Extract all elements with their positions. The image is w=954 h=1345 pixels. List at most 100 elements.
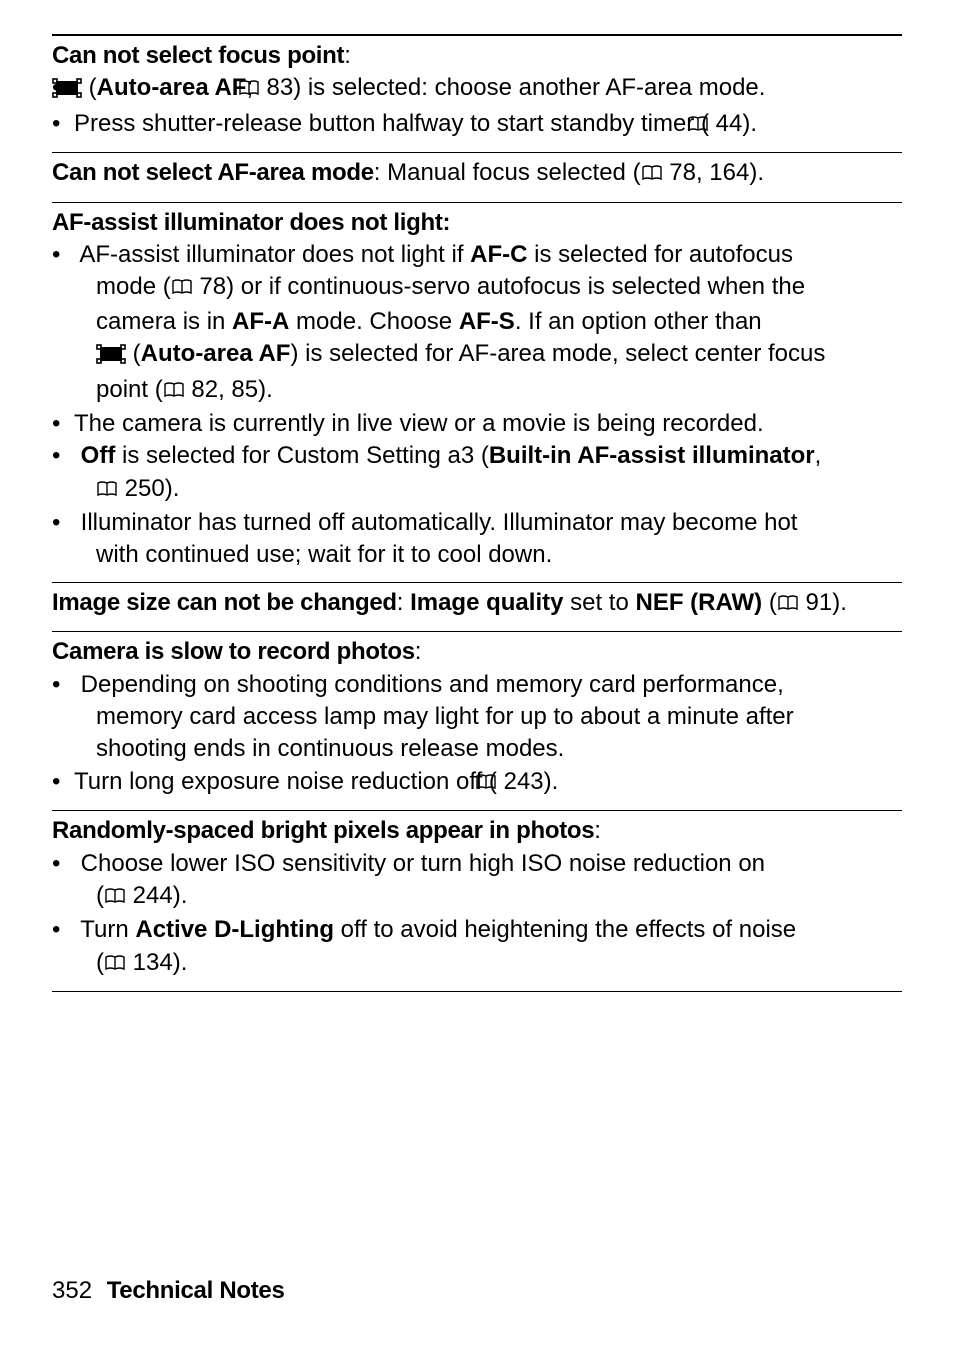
book-icon <box>171 273 193 305</box>
inline-heading: Can not select AF-area mode: Manual focu… <box>52 157 902 191</box>
page-ref: 44 <box>716 110 743 137</box>
text: ). <box>742 110 757 137</box>
page-footer: 352 Technical Notes <box>52 1277 285 1305</box>
bullet-list: Choose lower ISO sensitivity or turn hig… <box>52 848 902 982</box>
text: ). <box>165 475 180 502</box>
text: , <box>815 442 822 469</box>
page-number: 352 <box>52 1277 92 1304</box>
heading-text: Image size can not be changed <box>52 589 397 616</box>
list-item: Turn Active D-Lighting off to avoid heig… <box>52 914 902 981</box>
text: is selected for autofocus <box>528 241 793 268</box>
indent-block: with continued use; wait for it to cool … <box>74 539 902 571</box>
bold-text: Auto-area AF <box>141 340 291 367</box>
section-bright-pixels: Randomly-spaced bright pixels appear in … <box>52 810 902 992</box>
text: : <box>397 589 410 616</box>
text: ) is selected for AF-area mode, select c… <box>290 340 825 367</box>
text: Illuminator has turned off automatically… <box>81 509 798 536</box>
list-item: Press shutter-release button halfway to … <box>52 108 902 142</box>
text: camera is in <box>96 308 232 335</box>
section-focus-point: Can not select focus point: (Auto-area A… <box>52 34 902 152</box>
bold-text: Active D-Lighting <box>135 916 334 943</box>
text: . If an option other than <box>515 308 762 335</box>
text: Choose lower ISO sensitivity or turn hig… <box>81 850 765 877</box>
colon: : <box>344 42 351 69</box>
text: is selected for Custom Setting a3 ( <box>115 442 489 469</box>
heading-text: Camera is slow to record photos <box>52 638 415 665</box>
section-slow-record: Camera is slow to record photos: Dependi… <box>52 631 902 810</box>
text: Press shutter-release button halfway to … <box>74 110 709 137</box>
text: : Manual focus selected ( <box>374 159 641 186</box>
colon: : <box>415 638 422 665</box>
text: Depending on shooting conditions and mem… <box>81 671 784 698</box>
list-item: Off is selected for Custom Setting a3 (B… <box>52 440 902 507</box>
list-item: Turn long exposure noise reduction off (… <box>52 766 902 800</box>
page-ref: 244 <box>133 882 173 909</box>
page-ref: 83 <box>266 74 293 101</box>
bold-text: AF-A <box>232 308 289 335</box>
text: shooting ends in continuous release mode… <box>96 735 564 762</box>
text: ( <box>96 949 104 976</box>
bold-text: Built-in AF-assist illuminator <box>489 442 815 469</box>
text: Turn long exposure noise reduction off ( <box>74 768 497 795</box>
text: point ( <box>96 376 163 403</box>
indent-block: ( 134). <box>74 947 902 981</box>
text: ) is selected: choose another AF-area mo… <box>293 74 765 101</box>
heading-af-assist: AF-assist illuminator does not light: <box>52 207 902 239</box>
book-icon <box>163 376 185 408</box>
book-icon <box>777 589 799 621</box>
heading-text: Randomly-spaced bright pixels appear in … <box>52 817 594 844</box>
section-image-size: Image size can not be changed: Image qua… <box>52 582 902 631</box>
text: off to avoid heightening the effects of … <box>334 916 796 943</box>
text: AF-assist illuminator does not light if <box>79 241 470 268</box>
page-ref: 164 <box>709 159 749 186</box>
heading-focus-point: Can not select focus point: <box>52 40 902 72</box>
page-ref: 134 <box>133 949 173 976</box>
indent-block: 250). <box>74 473 902 507</box>
list-item: The camera is currently in live view or … <box>52 408 902 440</box>
bold-text: Auto-area AF <box>97 74 247 101</box>
bold-text: NEF (RAW) <box>636 589 763 616</box>
text: The camera is currently in live view or … <box>74 410 764 437</box>
list-item: (Auto-area AF; 83) is selected: choose a… <box>52 72 902 107</box>
text: memory card access lamp may light for up… <box>96 703 794 730</box>
page-ref: 250 <box>125 475 165 502</box>
section-af-area-mode: Can not select AF-area mode: Manual focu… <box>52 152 902 201</box>
bold-text: Off <box>81 442 116 469</box>
text: ) or if continuous-servo autofocus is se… <box>226 273 805 300</box>
heading-text: Can not select focus point <box>52 42 344 69</box>
text: , <box>218 376 231 403</box>
bullet-list: AF-assist illuminator does not light if … <box>52 239 902 572</box>
indent-block: memory card access lamp may light for up… <box>74 701 902 766</box>
text: ). <box>544 768 559 795</box>
book-icon <box>96 475 118 507</box>
text: ( <box>96 882 104 909</box>
text: ( <box>762 589 777 616</box>
text: with continued use; wait for it to cool … <box>96 541 552 568</box>
bold-text: Image quality <box>410 589 563 616</box>
autoarea-icon <box>74 75 82 107</box>
heading-text: Can not select AF-area mode <box>52 159 374 186</box>
colon: : <box>594 817 601 844</box>
heading-bright-pixels: Randomly-spaced bright pixels appear in … <box>52 815 902 847</box>
section-af-assist: AF-assist illuminator does not light: AF… <box>52 202 902 582</box>
text: Turn <box>80 916 135 943</box>
text: ). <box>749 159 764 186</box>
book-icon <box>104 949 126 981</box>
page-ref: 243 <box>504 768 544 795</box>
heading-slow-record: Camera is slow to record photos: <box>52 636 902 668</box>
indent-block: ( 244). <box>74 880 902 914</box>
text: ). <box>173 882 188 909</box>
heading-text: AF-assist illuminator does not light: <box>52 209 450 236</box>
indent-block: mode ( 78) or if continuous-servo autofo… <box>74 271 902 408</box>
autoarea-icon <box>96 341 126 373</box>
list-item: Depending on shooting conditions and mem… <box>52 669 902 766</box>
page-ref: 85 <box>231 376 258 403</box>
list-item: Choose lower ISO sensitivity or turn hig… <box>52 848 902 915</box>
bullet-list: (Auto-area AF; 83) is selected: choose a… <box>52 72 902 142</box>
bullet-list: Depending on shooting conditions and mem… <box>52 669 902 801</box>
text: set to <box>563 589 635 616</box>
page-ref: 91 <box>806 589 833 616</box>
list-item: AF-assist illuminator does not light if … <box>52 239 902 408</box>
bold-text: AF-C <box>470 241 527 268</box>
book-icon <box>641 159 663 191</box>
